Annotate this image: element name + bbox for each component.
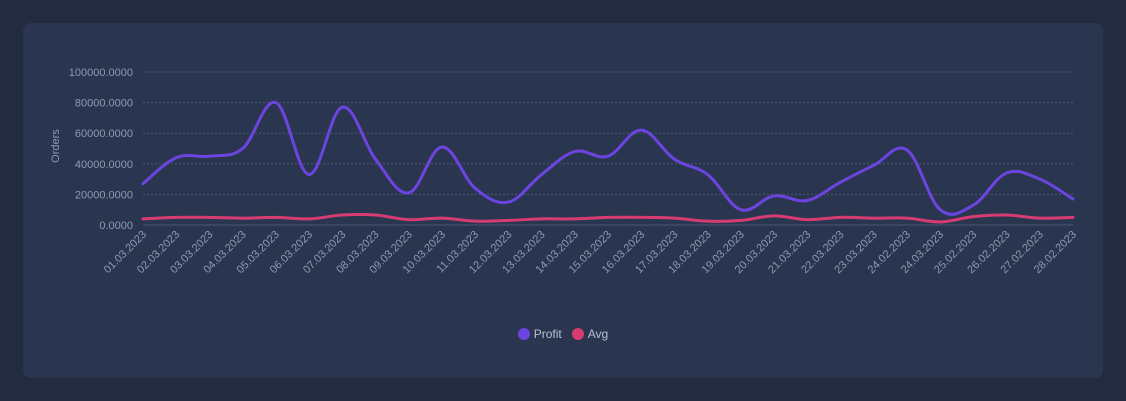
y-tick-label: 60000.0000: [75, 128, 133, 140]
y-axis-ticks: 0.0000 20000.0000 40000.0000 60000.0000 8000…: [69, 67, 133, 232]
y-tick-label: 0.0000: [99, 220, 133, 232]
legend-marker-icon: [517, 328, 530, 340]
y-tick-label: 100000.0000: [69, 67, 133, 79]
legend: Profit Avg: [0, 327, 1126, 341]
grid-lines: [143, 71, 1073, 226]
x-axis-ticks: 01.03.202302.03.202303.03.202304.03.2023…: [102, 229, 1079, 276]
legend-item-avg[interactable]: Avg: [571, 327, 609, 341]
y-tick-label: 80000.0000: [75, 98, 133, 110]
legend-label: Profit: [533, 327, 562, 341]
series-lines: [141, 101, 1075, 224]
series-line-profit[interactable]: [141, 101, 1075, 216]
legend-label: Avg: [587, 327, 609, 341]
series-line-avg[interactable]: [141, 212, 1075, 224]
chart-card: [23, 23, 1103, 378]
legend-marker-icon: [571, 328, 584, 340]
y-axis-title: Orders: [50, 129, 62, 163]
y-tick-label: 20000.0000: [75, 189, 133, 201]
y-tick-label: 40000.0000: [75, 159, 133, 171]
legend-item-profit[interactable]: Profit: [517, 327, 562, 341]
